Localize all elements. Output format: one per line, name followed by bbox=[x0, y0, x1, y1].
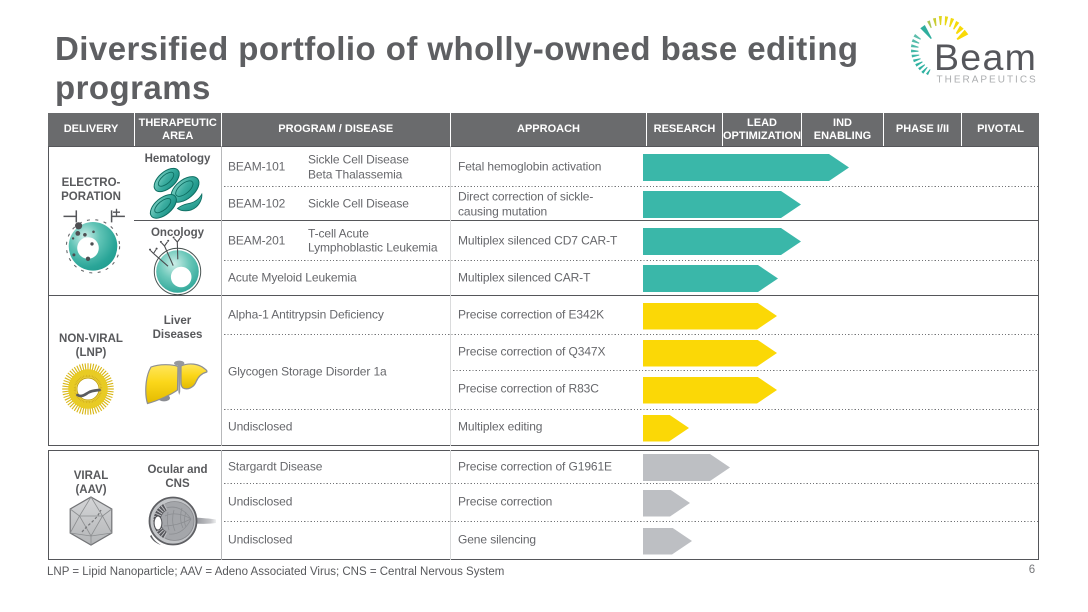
svg-text:Beam: Beam bbox=[934, 36, 1037, 78]
svg-text:THERAPEUTICS: THERAPEUTICS bbox=[937, 75, 1038, 86]
